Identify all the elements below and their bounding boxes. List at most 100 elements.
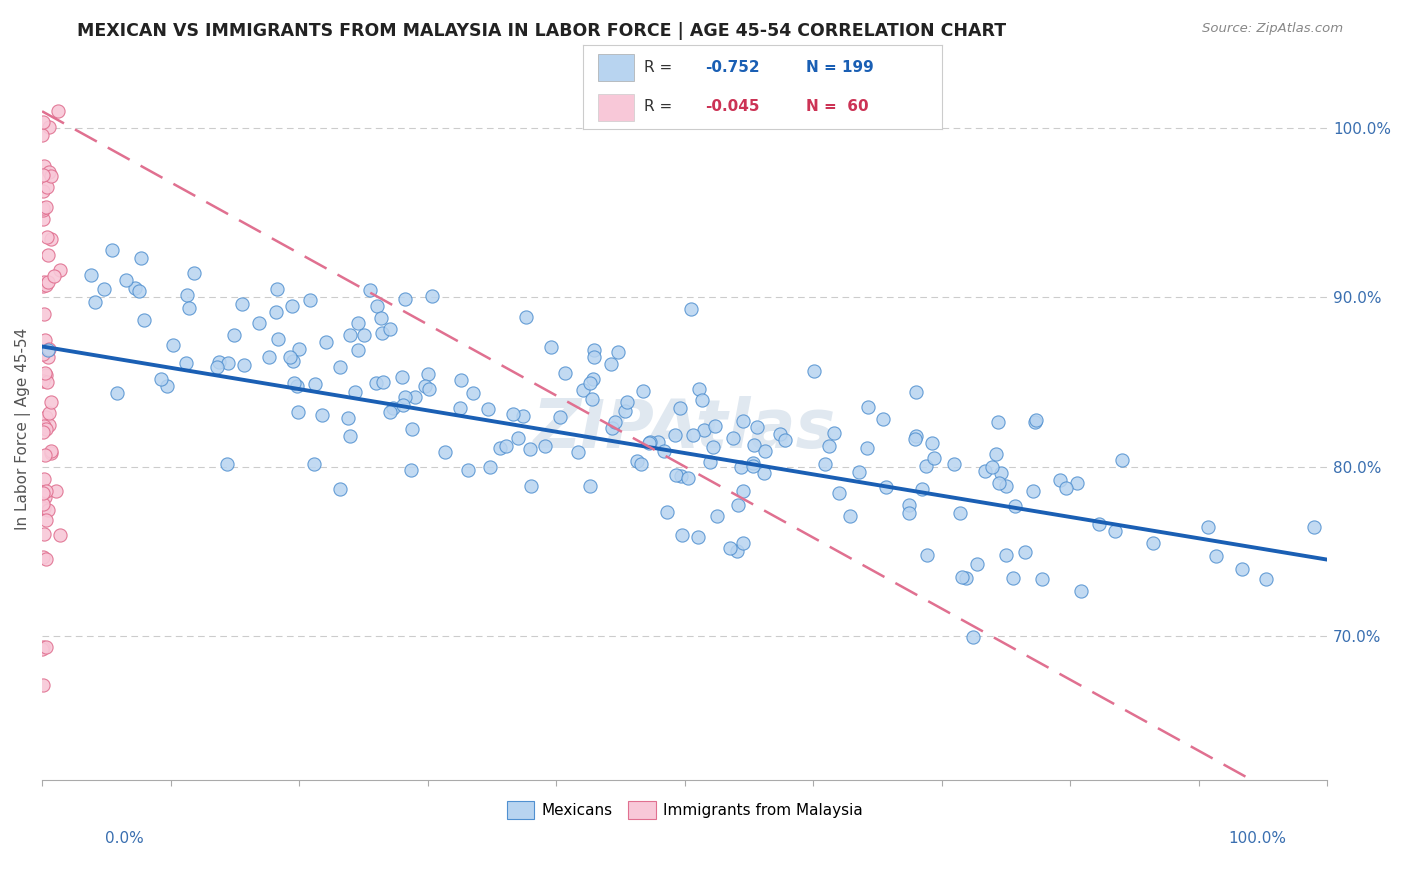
- Point: [42, 268, 65, 283]
- Text: -0.045: -0.045: [706, 99, 759, 114]
- Text: 0.0%: 0.0%: [105, 831, 145, 846]
- Point: [394, 293, 416, 307]
- Point: [217, 356, 239, 370]
- Point: [37, 275, 59, 289]
- Point: [718, 541, 741, 555]
- Point: [378, 322, 401, 336]
- Point: [814, 457, 837, 471]
- Point: [600, 357, 623, 371]
- Point: [35, 483, 58, 498]
- Point: [803, 363, 825, 377]
- Point: [638, 435, 661, 450]
- Point: [278, 350, 301, 364]
- Point: [626, 454, 648, 468]
- Point: [311, 408, 333, 422]
- FancyBboxPatch shape: [598, 94, 634, 120]
- Point: [450, 373, 472, 387]
- Point: [1205, 549, 1227, 563]
- Point: [35, 179, 58, 194]
- Point: [702, 440, 724, 454]
- Point: [904, 432, 927, 446]
- Point: [741, 459, 763, 474]
- Point: [706, 509, 728, 524]
- Point: [690, 392, 713, 407]
- Point: [31, 128, 53, 142]
- Point: [725, 544, 748, 558]
- Point: [39, 232, 62, 246]
- Point: [38, 342, 60, 356]
- Point: [1001, 571, 1024, 585]
- Point: [46, 104, 69, 119]
- Point: [232, 358, 254, 372]
- Point: [353, 327, 375, 342]
- Point: [1054, 481, 1077, 495]
- Point: [34, 448, 56, 462]
- Point: [35, 422, 58, 436]
- Point: [339, 327, 361, 342]
- Point: [638, 435, 661, 450]
- Point: [34, 490, 56, 504]
- Point: [39, 446, 62, 460]
- Point: [179, 301, 201, 315]
- Point: [897, 506, 920, 520]
- Point: [682, 427, 704, 442]
- Text: ZIPAtlas: ZIPAtlas: [533, 395, 837, 461]
- Point: [943, 457, 966, 471]
- Point: [581, 392, 603, 407]
- Point: [304, 376, 326, 391]
- Point: [489, 441, 512, 455]
- Point: [32, 419, 55, 434]
- Point: [366, 299, 388, 313]
- Point: [150, 371, 173, 385]
- Point: [727, 498, 749, 512]
- Point: [512, 409, 534, 423]
- Point: [48, 262, 70, 277]
- Point: [128, 284, 150, 298]
- Point: [404, 390, 426, 404]
- Point: [669, 468, 692, 483]
- Point: [1111, 452, 1133, 467]
- Point: [676, 470, 699, 484]
- Point: [688, 382, 710, 396]
- Point: [156, 379, 179, 393]
- Point: [548, 409, 571, 424]
- Point: [520, 479, 543, 493]
- Point: [1024, 415, 1046, 429]
- Point: [31, 347, 53, 361]
- Point: [665, 468, 688, 483]
- Point: [215, 457, 238, 471]
- Point: [754, 443, 776, 458]
- Point: [370, 310, 392, 325]
- Point: [742, 457, 765, 471]
- Point: [34, 527, 56, 541]
- Point: [37, 375, 59, 389]
- Point: [37, 503, 59, 517]
- Point: [572, 383, 595, 397]
- Point: [32, 159, 55, 173]
- Point: [31, 642, 53, 657]
- Point: [477, 402, 499, 417]
- Point: [267, 332, 290, 346]
- Point: [1070, 584, 1092, 599]
- Point: [990, 466, 1012, 480]
- Point: [401, 422, 423, 436]
- Point: [101, 243, 124, 257]
- Point: [132, 313, 155, 327]
- Point: [605, 415, 627, 429]
- Point: [34, 275, 56, 289]
- Point: [579, 376, 602, 391]
- Point: [336, 411, 359, 425]
- Point: [344, 384, 367, 399]
- Point: [38, 418, 60, 433]
- Point: [966, 557, 988, 571]
- Point: [35, 410, 58, 425]
- Point: [733, 536, 755, 550]
- Point: [31, 425, 53, 439]
- Point: [856, 400, 879, 414]
- Point: [664, 428, 686, 442]
- Point: [32, 485, 55, 500]
- Point: [686, 530, 709, 544]
- Point: [731, 414, 754, 428]
- Point: [32, 501, 55, 516]
- Point: [207, 354, 229, 368]
